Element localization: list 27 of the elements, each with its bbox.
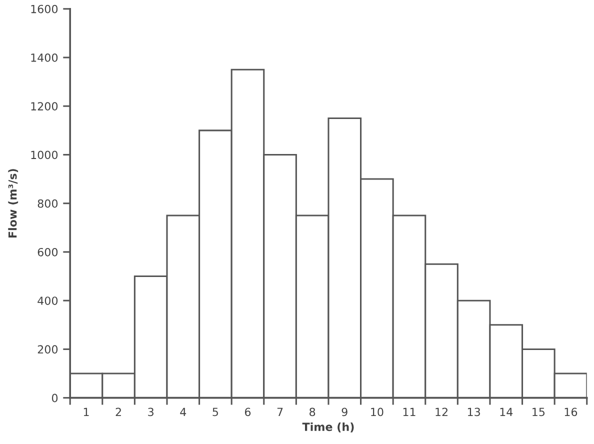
x-tick-label: 9 (342, 408, 348, 416)
x-tick-label: 2 (116, 408, 121, 416)
x-tick-label: 8 (310, 408, 316, 416)
x-tick-label: 13 (468, 408, 480, 416)
x-tick-label: 10 (371, 408, 384, 416)
x-tick-label: 1 (84, 408, 89, 416)
x-tick-label: 4 (180, 408, 186, 416)
x-tick-label: 14 (500, 408, 513, 416)
y-tick-label: 800 (38, 199, 58, 208)
y-tick-label: 600 (38, 248, 58, 256)
y-tick-label: 1200 (31, 102, 58, 110)
x-tick-label: 15 (532, 408, 545, 416)
y-tick-label: 200 (38, 345, 58, 354)
x-tick-label: 7 (277, 408, 283, 416)
y-tick-label: 0 (52, 394, 58, 402)
y-tick-label: 1400 (31, 53, 58, 62)
x-tick-label: 12 (436, 408, 448, 416)
y-tick-label: 1000 (31, 150, 58, 160)
y-tick-label: 400 (38, 296, 58, 305)
x-tick-label: 3 (148, 408, 154, 416)
x-tick-label: 16 (564, 408, 578, 416)
y-axis-title: Flow (m³/s) (8, 169, 18, 238)
x-axis-title: Time (h) (302, 422, 354, 432)
y-tick-label: 1600 (31, 4, 58, 14)
x-tick-label: 6 (244, 408, 251, 416)
x-tick-label: 5 (212, 408, 218, 416)
x-tick-label: 11 (403, 408, 416, 416)
